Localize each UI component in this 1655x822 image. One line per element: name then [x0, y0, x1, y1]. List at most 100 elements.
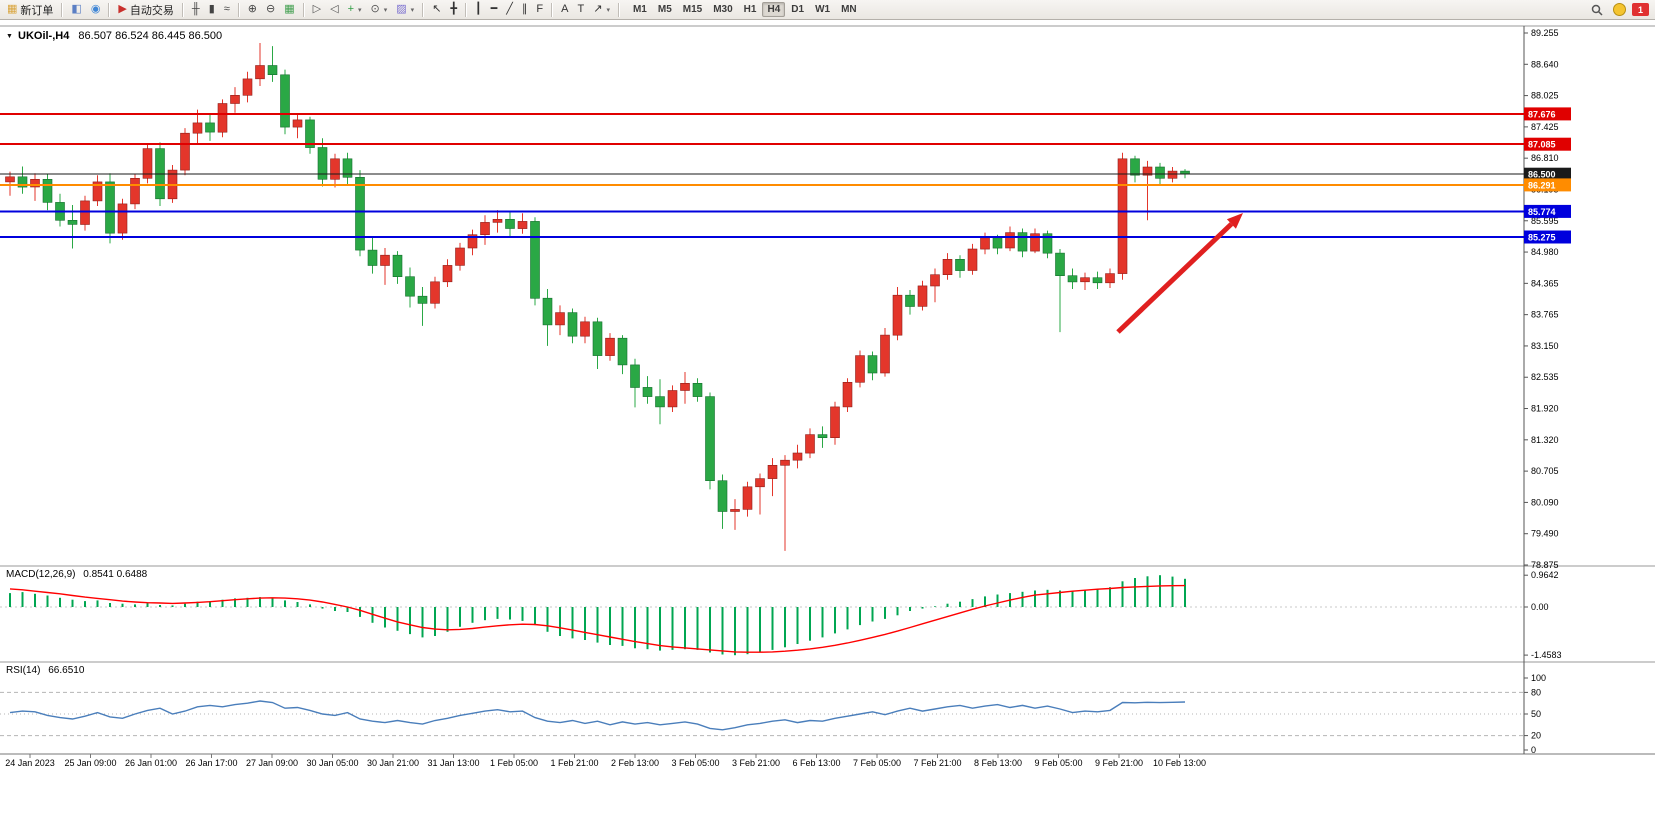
text-button[interactable]: A	[557, 1, 572, 19]
metaeditor-icon: ◧	[71, 3, 82, 15]
candle-body	[792, 452, 803, 461]
trendline-icon: ╱	[506, 3, 513, 15]
candle-body	[92, 181, 103, 202]
candlestick-button[interactable]: ▮	[205, 1, 219, 19]
candle-body	[42, 179, 53, 203]
timeframe-w1-button[interactable]: W1	[815, 4, 831, 15]
toolbar-separator	[422, 2, 425, 17]
candle-body	[842, 381, 853, 408]
search-button[interactable]	[1587, 1, 1607, 19]
search-icon	[1591, 4, 1603, 16]
candle-body	[67, 220, 78, 225]
indicators-button[interactable]: + ▾	[344, 1, 366, 19]
timeframe-m15-button[interactable]: M15	[682, 4, 703, 15]
candle-body	[455, 247, 465, 266]
bar-chart-button[interactable]: ╫	[188, 1, 204, 19]
notification-badge[interactable]: 1	[1632, 3, 1649, 16]
price-badge-value: 87.676	[1528, 109, 1556, 119]
zoom-out-button[interactable]: ⊖	[262, 1, 279, 19]
price-axis-label: 82.535	[1531, 372, 1559, 382]
price-axis-label: 78.875	[1531, 560, 1559, 570]
candle-body	[380, 254, 390, 266]
grid-button[interactable]: ▦	[280, 1, 298, 19]
candle-body	[417, 295, 428, 304]
timeframe-h4-button[interactable]: H4	[762, 2, 786, 17]
candle-body	[405, 276, 415, 297]
toolbar-separator	[617, 2, 620, 17]
chart-canvas[interactable]: 89.25588.64088.02587.42586.81086.19585.5…	[0, 20, 1655, 822]
candle-body	[505, 219, 515, 229]
timeframe-h1-button[interactable]: H1	[743, 4, 757, 15]
candle-body	[467, 234, 478, 249]
candle-body	[605, 337, 615, 356]
chart-symbol-period: UKOil-,H4	[18, 30, 70, 42]
rsi-value: 66.6510	[48, 665, 85, 676]
macd-axis-label: -1.4583	[1531, 650, 1562, 660]
candle-body	[942, 259, 953, 276]
trendline-button[interactable]: ╱	[502, 1, 517, 19]
macd-values: 0.8541 0.6488	[83, 569, 148, 580]
new-order-button[interactable]: ▦ 新订单	[3, 1, 57, 19]
main-toolbar: ▦ 新订单 ◧ ◉ ▶ 自动交易 ╫ ▮ ≈ ⊕ ⊖ ▦ ▷ ◁ + ▾ ⊙ ▾ ▨ ▾ ↖ ╋ ┃ ━ ╱ ∥ F A T ↗ ▾ M1 M…	[0, 0, 1655, 20]
zoom-in-button[interactable]: ⊕	[244, 1, 261, 19]
price-axis-label: 80.090	[1531, 497, 1559, 507]
rsi-axis-label: 0	[1531, 745, 1536, 755]
zoom-in-icon: ⊕	[247, 3, 258, 15]
candle-body	[892, 294, 903, 336]
candle-body	[1017, 232, 1028, 252]
bar-chart-icon: ╫	[191, 3, 200, 15]
candle-body	[617, 337, 628, 366]
candle-body	[305, 119, 315, 148]
current-price-badge	[1524, 167, 1571, 181]
trend-arrow-line[interactable]	[1116, 222, 1234, 334]
arrows-button[interactable]: ↗ ▾	[589, 1, 614, 19]
timeframe-mn-button[interactable]: MN	[841, 4, 857, 15]
price-axis-label: 80.705	[1531, 466, 1559, 476]
line-chart-button[interactable]: ≈	[220, 1, 234, 19]
timeframe-d1-button[interactable]: D1	[791, 4, 805, 15]
market-watch-button[interactable]: ◉	[87, 1, 105, 19]
candle-body	[130, 178, 140, 205]
macd-label: MACD(12,26,9)	[6, 569, 76, 580]
rsi-header: RSI(14) 66.6510	[6, 665, 84, 676]
timeframe-m1-button[interactable]: M1	[632, 4, 647, 15]
time-axis-label: 6 Feb 13:00	[792, 758, 840, 768]
candle-body	[30, 179, 40, 188]
channel-button[interactable]: ∥	[518, 1, 532, 19]
chart-dropdown-icon[interactable]: ▼	[6, 32, 13, 40]
time-axis-label: 7 Feb 05:00	[853, 758, 901, 768]
label-button[interactable]: T	[573, 1, 588, 19]
horizontal-line-button[interactable]: ━	[487, 1, 502, 19]
auto-trading-button[interactable]: ▶ 自动交易	[114, 1, 177, 19]
trend-arrow-head	[1226, 213, 1243, 229]
time-axis-label: 10 Feb 13:00	[1153, 758, 1206, 768]
new-order-button-label: 新订单	[20, 4, 54, 17]
time-axis-label: 3 Feb 05:00	[671, 758, 719, 768]
price-badge-value: 86.291	[1528, 180, 1556, 190]
dropdown-caret-icon: ▾	[383, 6, 388, 14]
fibonacci-button[interactable]: F	[532, 1, 547, 19]
bulb-icon[interactable]	[1613, 3, 1626, 16]
candle-body	[905, 294, 915, 307]
timeframe-m5-button[interactable]: M5	[657, 4, 672, 15]
candle-body	[117, 203, 128, 234]
cursor-button[interactable]: ↖	[428, 1, 445, 19]
templates-button[interactable]: ▨ ▾	[392, 1, 418, 19]
chart-shift-button[interactable]: ◁	[326, 1, 342, 19]
crosshair-button[interactable]: ╋	[446, 1, 461, 19]
periods-button[interactable]: ⊙ ▾	[367, 1, 392, 19]
timeframe-m30-button[interactable]: M30	[713, 4, 733, 15]
price-badge-value: 85.275	[1528, 233, 1556, 243]
price-badge-value: 87.085	[1528, 140, 1556, 150]
dropdown-caret-icon: ▾	[606, 6, 610, 14]
candle-body	[492, 219, 503, 223]
time-axis-label: 27 Jan 09:00	[246, 758, 298, 768]
auto-trading-icon: ▶	[118, 3, 127, 15]
time-axis-label: 1 Feb 21:00	[550, 758, 598, 768]
vertical-line-button[interactable]: ┃	[471, 1, 486, 19]
price-level-badge	[1524, 204, 1571, 218]
auto-scroll-button[interactable]: ▷	[309, 1, 325, 19]
candle-body	[730, 509, 740, 512]
metaeditor-button[interactable]: ◧	[67, 1, 85, 19]
candle-body	[342, 158, 353, 178]
